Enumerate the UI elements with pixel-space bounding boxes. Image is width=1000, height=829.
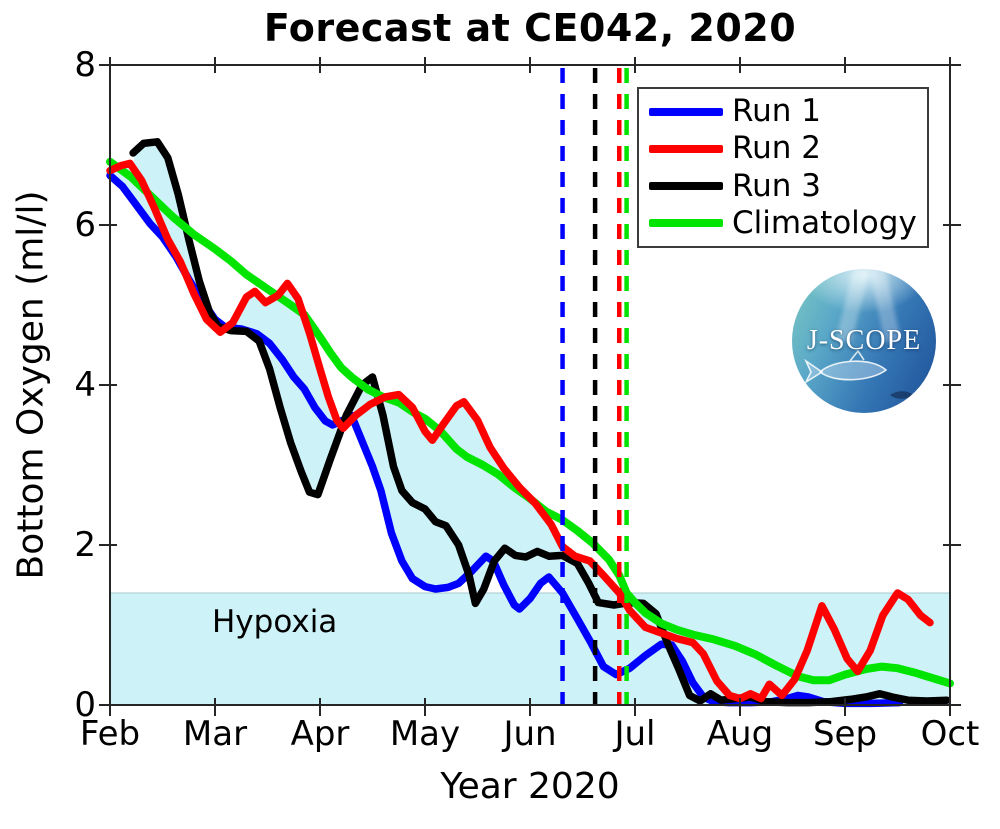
x-tick-label-jul: Jul xyxy=(614,714,656,754)
legend-swatch xyxy=(649,182,723,191)
jscope-logo: J-SCOPE xyxy=(792,269,936,413)
jscope-logo-text: J-SCOPE xyxy=(806,325,922,356)
legend-label: Climatology xyxy=(732,204,917,241)
y-tick-label-6: 6 xyxy=(74,205,96,245)
legend-box: Run 1 Run 2 Run 3 Climatology xyxy=(637,87,929,248)
legend-item-climatology: Climatology xyxy=(649,205,927,242)
y-tick-label-4: 4 xyxy=(74,365,96,405)
x-tick-label-oct: Oct xyxy=(920,714,980,754)
legend-label: Run 2 xyxy=(732,130,822,167)
x-tick-label-aug: Aug xyxy=(706,714,774,754)
y-tick-label-0: 0 xyxy=(74,685,96,725)
legend-label: Run 3 xyxy=(732,167,822,204)
legend-swatch xyxy=(649,144,723,153)
chart-title: Forecast at CE042, 2020 xyxy=(263,6,797,50)
x-tick-label-sep: Sep xyxy=(812,714,878,754)
series-run-2 xyxy=(106,159,934,703)
y-tick-label-8: 8 xyxy=(74,45,96,85)
ensemble-envelope xyxy=(110,141,929,704)
hypoxia-region-label: Hypoxia xyxy=(212,604,338,640)
legend-item-run-2: Run 2 xyxy=(649,130,927,167)
x-tick-label-feb: Feb xyxy=(79,714,141,754)
legend-label: Run 1 xyxy=(732,93,822,130)
x-tick-label-mar: Mar xyxy=(182,714,248,754)
legend-item-run-3: Run 3 xyxy=(649,168,927,205)
fish-illustration xyxy=(804,349,922,400)
legend-item-run-1: Run 1 xyxy=(649,93,927,130)
x-axis-label: Year 2020 xyxy=(440,766,620,807)
legend-swatch xyxy=(649,107,723,116)
x-tick-label-apr: Apr xyxy=(290,714,350,754)
x-tick-label-jun: Jun xyxy=(503,714,557,754)
legend-swatch xyxy=(649,219,723,228)
y-tick-label-2: 2 xyxy=(74,525,96,565)
x-tick-label-may: May xyxy=(389,714,461,754)
